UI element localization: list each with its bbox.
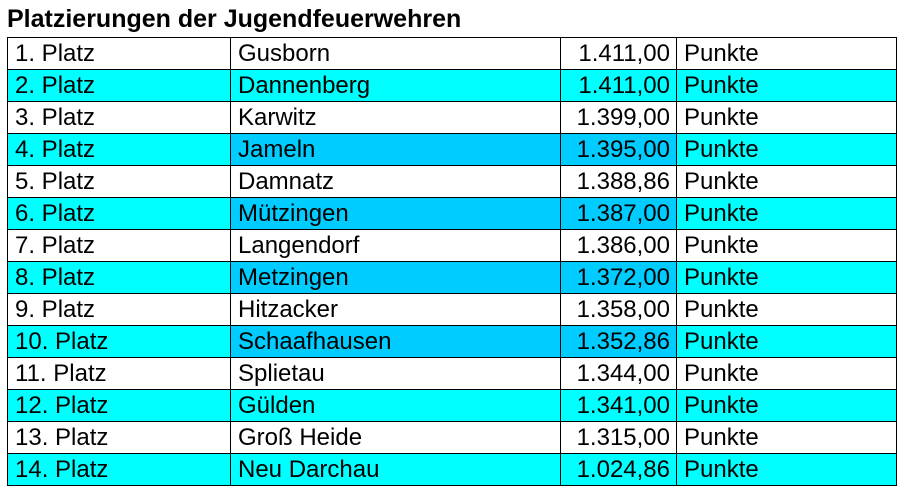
table-row: 8. Platz Metzingen 1.372,00 Punkte bbox=[7, 261, 897, 294]
ranking-table: 1. Platz Gusborn 1.411,00 Punkte 2. Platz Dan… bbox=[7, 37, 897, 486]
rank-cell: 14. Platz bbox=[7, 453, 231, 486]
table-row: 11. Platz Splietau 1.344,00 Punkte bbox=[7, 357, 897, 390]
rank-cell: 10. Platz bbox=[7, 325, 231, 358]
table-row: 14. Platz Neu Darchau 1.024,86 Punkte bbox=[7, 453, 897, 486]
team-cell: Groß Heide bbox=[230, 421, 561, 454]
score-cell: 1.388,86 bbox=[560, 165, 677, 198]
table-row: 1. Platz Gusborn 1.411,00 Punkte bbox=[7, 37, 897, 70]
team-cell: Gülden bbox=[230, 389, 561, 422]
page-title: Platzierungen der Jugendfeuerwehren bbox=[7, 5, 462, 33]
table-row: 5. Platz Damnatz 1.388,86 Punkte bbox=[7, 165, 897, 198]
table-row: 7. Platz Langendorf 1.386,00 Punkte bbox=[7, 229, 897, 262]
unit-cell: Punkte bbox=[676, 37, 897, 70]
unit-cell: Punkte bbox=[676, 453, 897, 486]
rank-cell: 2. Platz bbox=[7, 69, 231, 102]
score-cell: 1.358,00 bbox=[560, 293, 677, 326]
score-cell: 1.386,00 bbox=[560, 229, 677, 262]
team-cell: Mützingen bbox=[230, 197, 561, 230]
team-cell: Damnatz bbox=[230, 165, 561, 198]
unit-cell: Punkte bbox=[676, 101, 897, 134]
unit-cell: Punkte bbox=[676, 389, 897, 422]
unit-cell: Punkte bbox=[676, 229, 897, 262]
table-row: 12. Platz Gülden 1.341,00 Punkte bbox=[7, 389, 897, 422]
team-cell: Schaafhausen bbox=[230, 325, 561, 358]
table-row: 6. Platz Mützingen 1.387,00 Punkte bbox=[7, 197, 897, 230]
score-cell: 1.411,00 bbox=[560, 69, 677, 102]
score-cell: 1.352,86 bbox=[560, 325, 677, 358]
rank-cell: 7. Platz bbox=[7, 229, 231, 262]
ranking-table-body: 1. Platz Gusborn 1.411,00 Punkte 2. Platz Dan… bbox=[7, 37, 897, 486]
table-row: 13. Platz Groß Heide 1.315,00 Punkte bbox=[7, 421, 897, 454]
rank-cell: 6. Platz bbox=[7, 197, 231, 230]
rank-cell: 3. Platz bbox=[7, 101, 231, 134]
table-row: 9. Platz Hitzacker 1.358,00 Punkte bbox=[7, 293, 897, 326]
unit-cell: Punkte bbox=[676, 293, 897, 326]
score-cell: 1.341,00 bbox=[560, 389, 677, 422]
score-cell: 1.387,00 bbox=[560, 197, 677, 230]
team-cell: Hitzacker bbox=[230, 293, 561, 326]
table-row: 4. Platz Jameln 1.395,00 Punkte bbox=[7, 133, 897, 166]
score-cell: 1.411,00 bbox=[560, 37, 677, 70]
rank-cell: 8. Platz bbox=[7, 261, 231, 294]
unit-cell: Punkte bbox=[676, 69, 897, 102]
team-cell: Splietau bbox=[230, 357, 561, 390]
score-cell: 1.372,00 bbox=[560, 261, 677, 294]
unit-cell: Punkte bbox=[676, 133, 897, 166]
rank-cell: 12. Platz bbox=[7, 389, 231, 422]
team-cell: Metzingen bbox=[230, 261, 561, 294]
rank-cell: 1. Platz bbox=[7, 37, 231, 70]
score-cell: 1.395,00 bbox=[560, 133, 677, 166]
score-cell: 1.024,86 bbox=[560, 453, 677, 486]
rank-cell: 4. Platz bbox=[7, 133, 231, 166]
rank-cell: 13. Platz bbox=[7, 421, 231, 454]
rank-cell: 9. Platz bbox=[7, 293, 231, 326]
team-cell: Gusborn bbox=[230, 37, 561, 70]
rank-cell: 11. Platz bbox=[7, 357, 231, 390]
score-cell: 1.344,00 bbox=[560, 357, 677, 390]
team-cell: Jameln bbox=[230, 133, 561, 166]
unit-cell: Punkte bbox=[676, 357, 897, 390]
team-cell: Neu Darchau bbox=[230, 453, 561, 486]
unit-cell: Punkte bbox=[676, 165, 897, 198]
unit-cell: Punkte bbox=[676, 261, 897, 294]
score-cell: 1.315,00 bbox=[560, 421, 677, 454]
team-cell: Karwitz bbox=[230, 101, 561, 134]
unit-cell: Punkte bbox=[676, 197, 897, 230]
rank-cell: 5. Platz bbox=[7, 165, 231, 198]
unit-cell: Punkte bbox=[676, 325, 897, 358]
team-cell: Dannenberg bbox=[230, 69, 561, 102]
unit-cell: Punkte bbox=[676, 421, 897, 454]
team-cell: Langendorf bbox=[230, 229, 561, 262]
score-cell: 1.399,00 bbox=[560, 101, 677, 134]
table-row: 10. Platz Schaafhausen 1.352,86 Punkte bbox=[7, 325, 897, 358]
table-row: 3. Platz Karwitz 1.399,00 Punkte bbox=[7, 101, 897, 134]
table-row: 2. Platz Dannenberg 1.411,00 Punkte bbox=[7, 69, 897, 102]
